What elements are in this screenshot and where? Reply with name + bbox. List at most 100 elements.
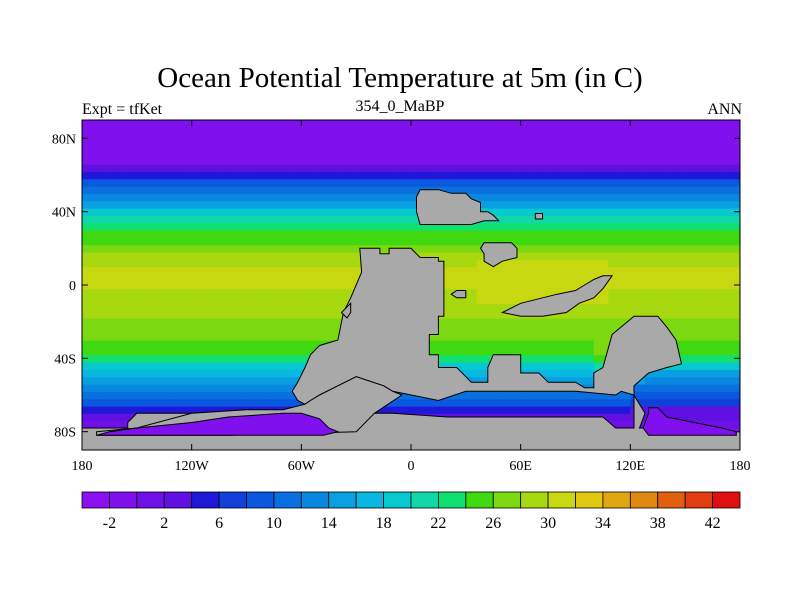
temperature-cell	[732, 391, 740, 400]
temperature-cell	[257, 178, 266, 187]
temperature-cell	[637, 252, 646, 260]
temperature-cell	[718, 252, 726, 260]
temperature-cell	[337, 134, 346, 143]
temperature-cell	[330, 222, 339, 231]
colorbar-label: 42	[705, 515, 721, 532]
temperature-cell	[571, 171, 580, 180]
temperature-cell	[586, 332, 595, 341]
temperature-cell	[213, 398, 222, 407]
temperature-cell	[279, 186, 288, 194]
temperature-cell	[513, 127, 522, 136]
temperature-cell	[527, 244, 536, 253]
temperature-cell	[162, 318, 171, 326]
temperature-cell	[250, 215, 259, 224]
temperature-cell	[703, 193, 712, 202]
temperature-cell	[389, 230, 397, 238]
temperature-cell	[710, 376, 719, 385]
temperature-cell	[644, 134, 653, 143]
temperature-cell	[498, 215, 507, 224]
temperature-cell	[564, 266, 573, 275]
temperature-cell	[286, 332, 295, 341]
temperature-cell	[506, 186, 514, 194]
temperature-cell	[644, 127, 653, 136]
temperature-cell	[220, 347, 229, 356]
temperature-cell	[191, 391, 200, 400]
temperature-cell	[586, 266, 595, 275]
temperature-cell	[476, 318, 485, 326]
temperature-cell	[520, 281, 529, 290]
temperature-cell	[250, 156, 259, 165]
temperature-cell	[184, 406, 193, 414]
temperature-cell	[542, 215, 551, 224]
temperature-cell	[89, 391, 98, 400]
temperature-cell	[710, 134, 719, 143]
temperature-cell	[615, 142, 624, 150]
temperature-cell	[250, 354, 259, 363]
temperature-cell	[652, 134, 661, 143]
temperature-cell	[608, 230, 617, 238]
temperature-cell	[666, 237, 675, 246]
temperature-cell	[279, 281, 288, 290]
temperature-cell	[242, 274, 251, 282]
temperature-cell	[162, 156, 171, 165]
temperature-cell	[484, 281, 493, 290]
temperature-cell	[162, 164, 171, 172]
temperature-cell	[111, 296, 120, 304]
temperature-cell	[498, 310, 507, 319]
temperature-cell	[440, 398, 449, 407]
temperature-cell	[469, 252, 478, 260]
temperature-cell	[169, 406, 178, 414]
temperature-cell	[535, 274, 544, 282]
temperature-cell	[82, 310, 90, 319]
temperature-cell	[506, 340, 514, 348]
temperature-cell	[301, 252, 310, 260]
temperature-cell	[235, 259, 244, 268]
temperature-cell	[732, 266, 740, 275]
temperature-cell	[155, 296, 164, 304]
temperature-cell	[710, 193, 719, 202]
temperature-cell	[579, 127, 588, 136]
temperature-cell	[198, 347, 207, 356]
temperature-cell	[301, 288, 310, 297]
temperature-cell	[557, 288, 566, 297]
temperature-cell	[118, 156, 127, 165]
temperature-cell	[264, 259, 273, 268]
temperature-cell	[696, 222, 705, 231]
temperature-cell	[513, 318, 522, 326]
temperature-cell	[337, 296, 346, 304]
temperature-cell	[264, 186, 273, 194]
temperature-cell	[564, 120, 573, 128]
temperature-cell	[381, 406, 390, 414]
temperature-cell	[476, 142, 485, 150]
temperature-cell	[301, 186, 310, 194]
temperature-cell	[198, 288, 207, 297]
temperature-cell	[725, 134, 734, 143]
temperature-cell	[184, 274, 193, 282]
temperature-cell	[82, 376, 90, 385]
temperature-cell	[535, 362, 544, 370]
temperature-cell	[184, 252, 193, 260]
temperature-cell	[323, 259, 332, 268]
temperature-cell	[608, 281, 617, 290]
temperature-cell	[535, 134, 544, 143]
temperature-cell	[308, 281, 317, 290]
temperature-cell	[732, 369, 740, 378]
temperature-cell	[169, 347, 178, 356]
temperature-cell	[476, 237, 485, 246]
temperature-cell	[725, 310, 734, 319]
temperature-cell	[279, 296, 288, 304]
temperature-cell	[374, 230, 383, 238]
temperature-cell	[506, 230, 514, 238]
temperature-cell	[513, 171, 522, 180]
colorbar-label: 2	[160, 515, 168, 532]
temperature-cell	[337, 149, 346, 158]
temperature-cell	[688, 134, 697, 143]
temperature-cell	[615, 149, 624, 158]
temperature-cell	[462, 244, 471, 253]
temperature-cell	[220, 200, 229, 209]
temperature-cell	[286, 149, 295, 158]
temperature-cell	[279, 347, 288, 356]
temperature-cell	[286, 391, 295, 400]
temperature-cell	[688, 406, 697, 414]
temperature-cell	[96, 237, 105, 246]
